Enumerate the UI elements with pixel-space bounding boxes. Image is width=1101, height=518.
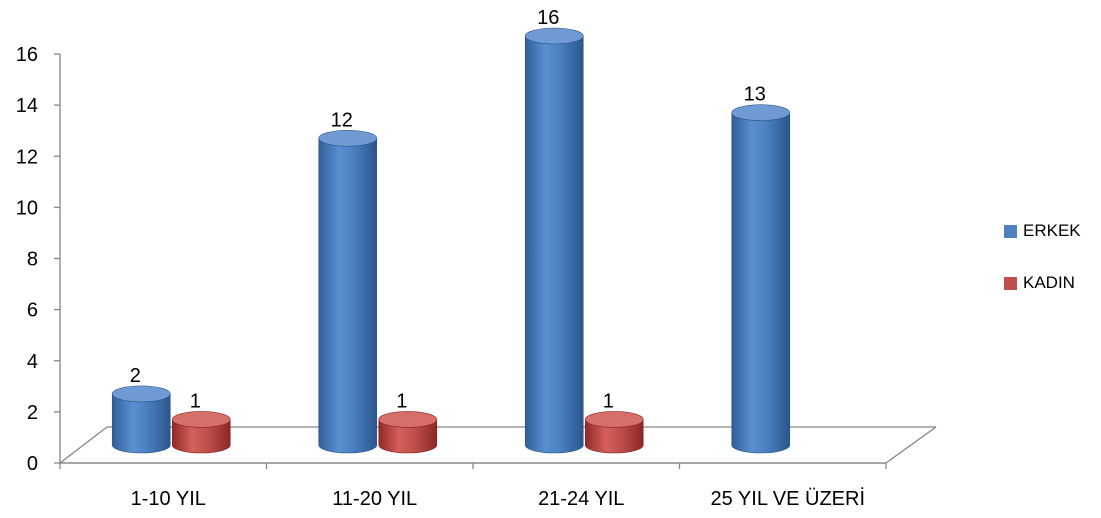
x-tick-label: 1-10 YIL — [131, 488, 206, 510]
bar-kadin-3 — [584, 419, 644, 454]
bar-top-erkek-3 — [524, 27, 584, 45]
data-label-kadin-1: 1 — [190, 390, 201, 412]
y-tick-label: 0 — [27, 453, 38, 475]
data-label-kadin-2: 1 — [396, 390, 407, 412]
bar-top-erkek-2 — [318, 129, 378, 147]
y-tick-label: 6 — [27, 300, 38, 322]
x-axis-ticks: 1-10 YIL 11-20 YIL 21-24 YIL 25 YIL VE ÜZER… — [59, 463, 887, 510]
legend-item-erkek: ERKEK — [1004, 218, 1081, 244]
legend-swatch-kadin — [1004, 276, 1017, 290]
y-tick-label: 16 — [16, 44, 38, 66]
bar-erkek-2 — [318, 137, 378, 454]
x-tick-label: 11-20 YIL — [332, 488, 417, 510]
y-tick-label: 12 — [16, 146, 38, 168]
legend-swatch-erkek — [1004, 224, 1017, 238]
bar-kadin-1 — [171, 419, 231, 454]
y-tick-label: 2 — [27, 402, 38, 424]
legend: ERKEK KADIN — [1004, 218, 1081, 322]
y-tick-label: 4 — [27, 351, 38, 373]
bar-kadin-2 — [378, 419, 438, 454]
data-label-erkek-2: 12 — [331, 109, 353, 131]
x-tick-label: 25 YIL VE ÜZERİ — [710, 487, 865, 510]
y-tick-label: 10 — [16, 197, 38, 219]
y-tick-label: 8 — [27, 249, 38, 271]
legend-label-erkek: ERKEK — [1023, 221, 1081, 240]
data-label-erkek-1: 2 — [130, 365, 141, 387]
data-label-erkek-3: 16 — [537, 7, 559, 29]
y-axis-ticks: 0 2 4 6 8 10 12 14 16 — [16, 44, 60, 475]
bars — [111, 27, 791, 454]
bar-top-erkek-1 — [111, 385, 171, 403]
floor-back-edge — [59, 426, 936, 464]
bar-erkek-3 — [524, 35, 584, 454]
bar-top-kadin-3 — [584, 411, 644, 428]
data-label-kadin-3: 1 — [603, 390, 614, 412]
bar-top-erkek-4 — [731, 104, 791, 121]
legend-label-kadin: KADIN — [1023, 273, 1075, 292]
bar-erkek-4 — [731, 112, 791, 454]
bar-erkek-1 — [111, 393, 171, 454]
x-tick-label: 21-24 YIL — [538, 488, 624, 510]
bar-top-kadin-2 — [378, 411, 438, 428]
data-labels: 2 1 12 1 16 1 13 — [130, 7, 766, 412]
y-tick-label: 14 — [16, 95, 38, 117]
bar-top-kadin-1 — [171, 411, 231, 428]
data-label-erkek-4: 13 — [744, 84, 766, 106]
legend-item-kadin: KADIN — [1004, 270, 1081, 296]
